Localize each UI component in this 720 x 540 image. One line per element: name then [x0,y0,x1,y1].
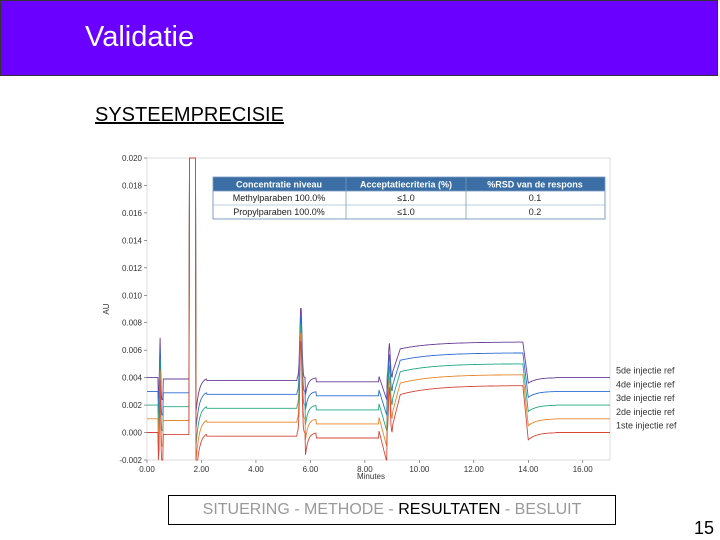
y-axis: -0.002 0.000 0.002 0.004 0.006 0.008 0.010 0.01… [119,154,147,465]
table-cell: Methylparaben 100.0% [233,193,326,203]
table-frame [212,176,606,220]
x-axis-label: Minutes [357,472,385,481]
series-line [147,157,610,461]
y-tick-label: 0.006 [122,346,143,355]
legend-label: 1ste injectie ref [616,421,677,431]
x-tick-label: 10.00 [409,465,430,474]
y-tick-label: 0.000 [122,429,143,438]
section-title: SYSTEEMPRECISIE [95,104,284,126]
nav-item-methode: METHODE [303,501,384,518]
table-header-cell: %RSD van de respons [487,180,583,190]
nav-separator: - [500,501,515,518]
series-line [147,157,610,445]
series-line [147,157,610,413]
series-line [147,157,610,462]
legend-label: 3de injectie ref [616,393,675,403]
y-tick-label: 0.012 [122,264,143,273]
table-header-bg [213,177,605,191]
nav-item-resultaten-active: RESULTATEN [398,501,501,518]
y-tick-label: 0.002 [122,401,143,410]
legend-label: 4de injectie ref [616,379,675,389]
nav-separator: - [383,501,399,518]
nav-item-situering: SITUERING [202,501,290,518]
title-bar: Validatie [0,0,718,76]
nav-item-besluit: BESLUIT [514,501,582,518]
legend: 5de injectie ref 4de injectie ref 3de inje… [616,366,677,431]
series-lines [147,157,610,462]
page-number: 15 [694,518,715,538]
results-table: Concentratie niveau Acceptatiecriteria (… [212,176,606,220]
table-cell: 0.1 [529,193,542,203]
slide-title: Validatie [85,21,195,53]
x-tick-label: 6.00 [303,465,319,474]
y-tick-label: 0.018 [122,181,143,190]
series-line [147,157,610,429]
y-tick-label: 0.020 [122,154,143,163]
x-tick-label: 16.00 [573,465,594,474]
y-tick-label: 0.008 [122,319,143,328]
table-cell: Propylparaben 100.0% [233,207,325,217]
legend-label: 5de injectie ref [616,366,675,376]
y-tick-label: -0.002 [119,456,142,465]
y-axis-label: AU [102,303,111,314]
table-cell: ≤1.0 [397,207,414,217]
x-tick-label: 8.00 [357,465,373,474]
x-tick-label: 12.00 [464,465,485,474]
y-tick-label: 0.004 [122,374,143,383]
x-tick-label: 2.00 [194,465,210,474]
nav-separator: - [289,501,304,518]
y-tick-label: 0.010 [122,291,143,300]
x-tick-label: 14.00 [518,465,539,474]
legend-label: 2de injectie ref [616,407,675,417]
table-header-cell: Concentratie niveau [236,180,322,190]
x-tick-label: 4.00 [248,465,264,474]
chromatogram-chart: -0.002 0.000 0.002 0.004 0.006 0.008 0.010 0.01… [102,154,677,481]
table-header-cell: Acceptatiecriteria (%) [360,180,452,190]
x-axis: 0.00 2.00 4.00 6.00 8.00 10.00 12.00 14.00 16.00 [139,460,593,474]
x-tick-label: 0.00 [139,465,155,474]
table-cell: 0.2 [529,207,542,217]
y-tick-label: 0.014 [122,236,143,245]
section-navigation: SITUERING - METHODE - RESULTATEN - BESLU… [168,495,616,525]
y-tick-label: 0.016 [122,209,143,218]
table-cell: ≤1.0 [397,193,414,203]
